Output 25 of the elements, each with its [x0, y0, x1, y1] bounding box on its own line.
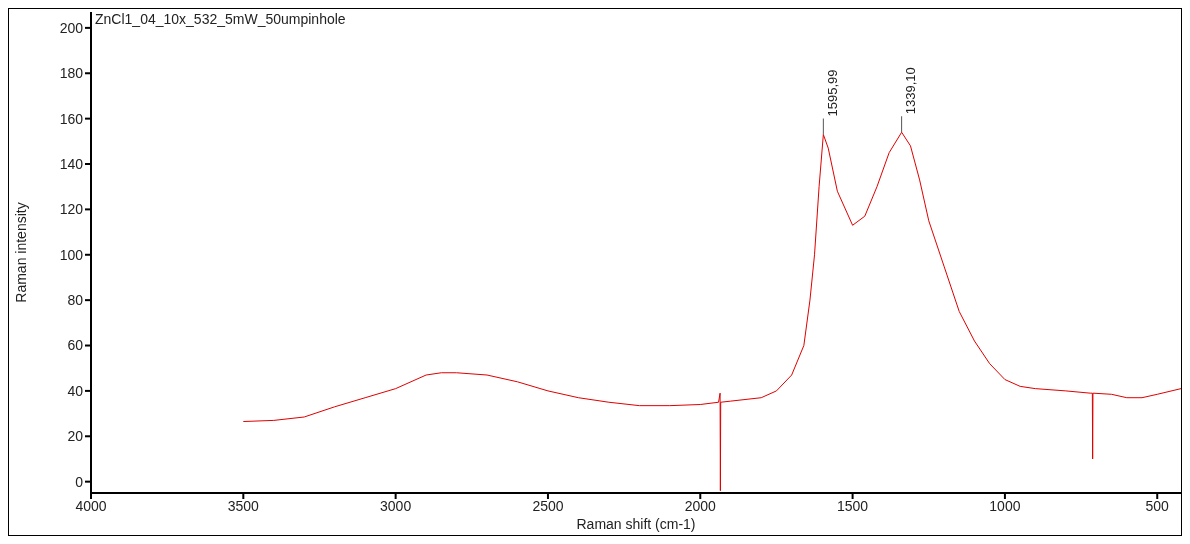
x-tick-label: 1500	[837, 497, 869, 514]
y-tick-label: 0	[75, 473, 84, 490]
y-tick-label: 20	[67, 428, 84, 445]
x-tick-label: 3000	[380, 497, 412, 514]
chart-title: ZnCl1_04_10x_532_5mW_50umpinhole	[95, 11, 346, 27]
y-tick-label: 200	[59, 19, 84, 36]
y-tick-label: 140	[59, 155, 84, 172]
y-tick-label: 160	[59, 110, 84, 127]
x-tick-label: 2000	[684, 497, 717, 514]
x-tick-label: 3500	[227, 497, 260, 514]
y-tick-label: 180	[59, 65, 84, 82]
y-tick-label: 40	[67, 382, 84, 399]
x-tick-label: 2500	[532, 497, 564, 514]
y-axis-title: Raman intensity	[12, 202, 29, 303]
y-tick-label: 80	[67, 292, 84, 309]
annotation: 1595,99	[824, 69, 840, 117]
x-axis-title: Raman shift (cm-1)	[576, 516, 696, 532]
annotation: 1339,10	[903, 67, 919, 115]
y-tick-label: 100	[59, 246, 84, 263]
line-series	[242, 131, 1181, 492]
y-tick-label: 120	[59, 201, 84, 218]
x-tick-label: 1000	[989, 497, 1021, 514]
y-tick-label: 60	[67, 337, 84, 354]
x-tick-label: 500	[1145, 497, 1170, 514]
x-tick-label: 4000	[75, 497, 107, 514]
